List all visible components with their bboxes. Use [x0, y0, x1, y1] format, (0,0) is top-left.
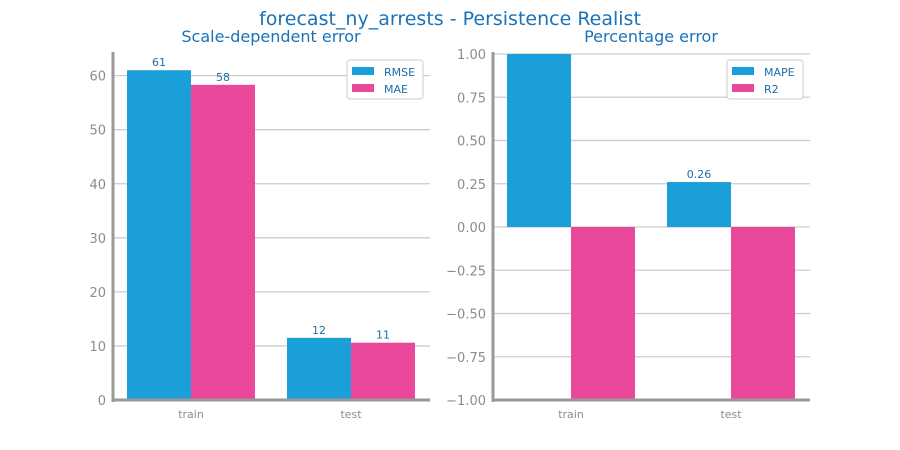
data-label: 0.26 [687, 168, 712, 181]
y-tick-label: 0.00 [457, 221, 486, 236]
data-label: 61 [152, 56, 166, 69]
x-tick-label: train [178, 408, 204, 421]
y-tick-label: 0 [98, 394, 106, 409]
y-tick-label: 0.50 [457, 135, 486, 150]
y-tick-label: 50 [89, 124, 106, 139]
y-tick-label: −0.75 [446, 351, 486, 366]
bar-r2-test [731, 227, 795, 400]
bar-mae-train [191, 84, 255, 401]
y-tick-label: 40 [89, 178, 106, 193]
bar-r2-train [571, 227, 635, 400]
bar-mape-test [667, 182, 731, 227]
bar-mape-train [507, 54, 571, 227]
bar-rmse-train [127, 70, 191, 400]
data-label: 58 [216, 71, 230, 84]
subplot-title: Percentage error [584, 27, 718, 46]
x-tick-label: test [720, 408, 742, 421]
legend-swatch-rmse [352, 67, 374, 75]
legend-swatch-mae [352, 84, 374, 92]
y-tick-label: 30 [89, 232, 106, 247]
data-label: 12 [312, 324, 326, 337]
legend: MAPE R2 [726, 59, 804, 100]
y-tick-label: 0.25 [457, 178, 486, 193]
y-tick-label: 1.00 [457, 48, 486, 63]
legend-label: MAPE [764, 66, 795, 79]
figure-title: forecast_ny_arrests - Persistence Realis… [259, 8, 641, 30]
y-tick-label: −1.00 [446, 394, 486, 409]
y-tick-label: 0.75 [457, 91, 486, 106]
y-tick-label: 20 [89, 286, 106, 301]
x-tick-label: test [340, 408, 362, 421]
legend-swatch-mape [732, 67, 754, 75]
legend-label: R2 [764, 83, 779, 96]
legend: RMSE MAE [346, 59, 424, 100]
y-tick-label: −0.25 [446, 264, 486, 279]
x-tick-label: train [558, 408, 584, 421]
y-tick-label: 10 [89, 340, 106, 355]
chart-scale-dependent-error: Scale-dependent error 0 10 20 30 40 50 60 61 12 58… [89, 27, 430, 421]
bar-mae-test [351, 342, 415, 400]
bar-rmse-test [287, 337, 351, 400]
y-tick-label: −0.50 [446, 308, 486, 323]
legend-swatch-r2 [732, 84, 754, 92]
legend-label: RMSE [384, 66, 415, 79]
subplot-title: Scale-dependent error [181, 27, 361, 46]
y-tick-label: 60 [89, 70, 106, 85]
data-label: 11 [376, 329, 390, 342]
legend-label: MAE [384, 83, 408, 96]
chart-percentage-error: Percentage error −1.00 −0.75 −0.50 −0.25 0.00… [446, 27, 810, 421]
